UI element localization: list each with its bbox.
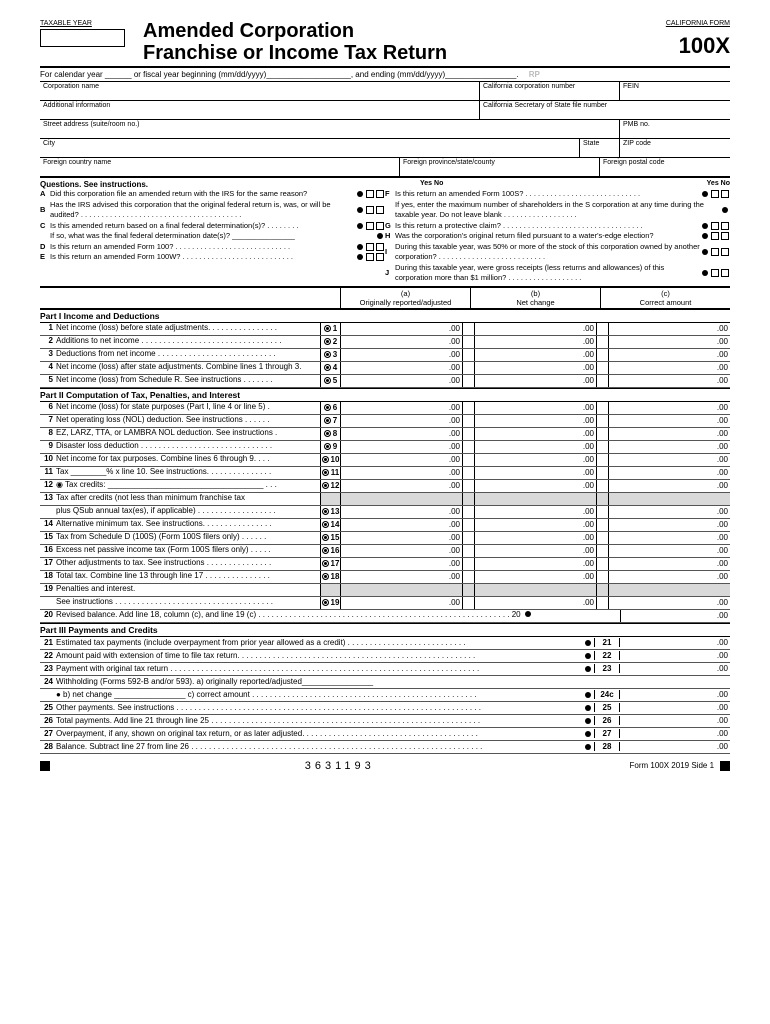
foreign-province-field[interactable]: Foreign province/state/county <box>400 158 600 176</box>
question-row: BHas the IRS advised this corporation th… <box>40 200 385 221</box>
rp-mark: RP <box>529 70 540 79</box>
payment-line: 22Amount paid with extension of time to … <box>40 650 730 663</box>
footer-code: 3631193 <box>305 760 375 772</box>
street-field[interactable]: Street address (suite/room no.) <box>40 120 620 138</box>
pmb-field[interactable]: PMB no. <box>620 120 730 138</box>
payment-line: ● b) net change ________________ c) corr… <box>40 689 730 702</box>
question-row: IDuring this taxable year, was 50% or mo… <box>385 242 730 263</box>
question-row: FIs this return an amended Form 100S? . … <box>385 189 730 200</box>
tax-line: 9Disaster loss deduction . . . . . . . .… <box>40 441 730 454</box>
form-title-2: Franchise or Income Tax Return <box>143 42 610 64</box>
questions-right-col: FIs this return an amended Form 100S? . … <box>385 189 730 284</box>
additional-info-field[interactable]: Additional information <box>40 101 480 119</box>
form-title-1: Amended Corporation <box>143 20 610 42</box>
tax-line: 8EZ, LARZ, TTA, or LAMBRA NOL deduction.… <box>40 428 730 441</box>
footer-block-left <box>40 761 50 771</box>
question-row: If yes, enter the maximum number of shar… <box>385 200 730 221</box>
part2-lines: 6Net income (loss) for state purposes (P… <box>40 402 730 623</box>
foreign-country-field[interactable]: Foreign country name <box>40 158 400 176</box>
payment-line: 26Total payments. Add line 21 through li… <box>40 715 730 728</box>
questions-section: Questions. See instructions. Yes No Yes … <box>40 178 730 288</box>
tax-line: 16Excess net passive income tax (Form 10… <box>40 545 730 558</box>
taxable-year-box[interactable] <box>40 29 125 47</box>
tax-line: 12◉ Tax credits: _______________________… <box>40 480 730 493</box>
corp-name-field[interactable]: Corporation name <box>40 82 480 100</box>
question-row: CIs this amended return based on a final… <box>40 221 385 232</box>
tax-line: 6Net income (loss) for state purposes (P… <box>40 402 730 415</box>
question-row: HWas the corporation's original return f… <box>385 231 730 242</box>
tax-line: plus QSub annual tax(es), if applicable)… <box>40 506 730 519</box>
tax-line: 15Tax from Schedule D (100S) (Form 100S … <box>40 532 730 545</box>
question-row: If so, what was the final federal determ… <box>40 231 385 242</box>
tax-line: 7Net operating loss (NOL) deduction. See… <box>40 415 730 428</box>
tax-line: 5Net income (loss) from Schedule R. See … <box>40 375 730 388</box>
tax-line: 14Alternative minimum tax. See instructi… <box>40 519 730 532</box>
tax-line: 20Revised balance. Add line 18, column (… <box>40 610 730 623</box>
question-row: ADid this corporation file an amended re… <box>40 189 385 200</box>
tax-line: 2Additions to net income . . . . . . . .… <box>40 336 730 349</box>
part1-title: Part I Income and Deductions <box>40 309 730 323</box>
question-row: GIs this return a protective claim? . . … <box>385 221 730 232</box>
tax-line: 19Penalties and interest. <box>40 584 730 597</box>
page-footer: 3631193 Form 100X 2019 Side 1 <box>40 760 730 772</box>
questions-left-col: ADid this corporation file an amended re… <box>40 189 385 284</box>
form-header: TAXABLE YEAR Amended Corporation Franchi… <box>40 20 730 68</box>
tax-line: 11Tax ________% x line 10. See instructi… <box>40 467 730 480</box>
part2-title: Part II Computation of Tax, Penalties, a… <box>40 388 730 402</box>
tax-line: 10Net income for tax purposes. Combine l… <box>40 454 730 467</box>
payment-line: 27Overpayment, if any, shown on original… <box>40 728 730 741</box>
question-row: JDuring this taxable year, were gross re… <box>385 263 730 284</box>
tax-line: 3Deductions from net income . . . . . . … <box>40 349 730 362</box>
tax-line: 18Total tax. Combine line 13 through lin… <box>40 571 730 584</box>
part1-lines: 1Net income (loss) before state adjustme… <box>40 323 730 388</box>
tax-line: 17Other adjustments to tax. See instruct… <box>40 558 730 571</box>
foreign-postal-field[interactable]: Foreign postal code <box>600 158 730 176</box>
california-form-label: CALIFORNIA FORM <box>610 20 730 27</box>
payment-line: 24Withholding (Forms 592-B and/or 593). … <box>40 676 730 689</box>
footer-block-right <box>720 761 730 771</box>
payment-line: 21Estimated tax payments (include overpa… <box>40 637 730 650</box>
form-100x: TAXABLE YEAR Amended Corporation Franchi… <box>40 20 730 772</box>
payment-line: 23Payment with original tax return . . .… <box>40 663 730 676</box>
identification-grid: Corporation name California corporation … <box>40 82 730 178</box>
fein-field[interactable]: FEIN <box>620 82 730 100</box>
calendar-year-line: For calendar year ______ or fiscal year … <box>40 68 730 82</box>
sos-file-field[interactable]: California Secretary of State file numbe… <box>480 101 730 119</box>
part3-lines: 21Estimated tax payments (include overpa… <box>40 637 730 754</box>
question-row: EIs this return an amended Form 100W? . … <box>40 252 385 263</box>
footer-right: Form 100X 2019 Side 1 <box>630 761 715 770</box>
form-number: 100X <box>610 33 730 59</box>
tax-line: See instructions . . . . . . . . . . . .… <box>40 597 730 610</box>
part3-title: Part III Payments and Credits <box>40 623 730 637</box>
zip-field[interactable]: ZIP code <box>620 139 730 157</box>
tax-line: 1Net income (loss) before state adjustme… <box>40 323 730 336</box>
state-field[interactable]: State <box>580 139 620 157</box>
payment-line: 28Balance. Subtract line 27 from line 26… <box>40 741 730 754</box>
taxable-year-label: TAXABLE YEAR <box>40 20 135 27</box>
question-row: DIs this return an amended Form 100? . .… <box>40 242 385 253</box>
column-headers: (a)Originally reported/adjusted (b)Net c… <box>40 288 730 309</box>
city-field[interactable]: City <box>40 139 580 157</box>
tax-line: 13Tax after credits (not less than minim… <box>40 493 730 506</box>
ca-corp-num-field[interactable]: California corporation number <box>480 82 620 100</box>
payment-line: 25Other payments. See instructions . . .… <box>40 702 730 715</box>
tax-line: 4Net income (loss) after state adjustmen… <box>40 362 730 375</box>
